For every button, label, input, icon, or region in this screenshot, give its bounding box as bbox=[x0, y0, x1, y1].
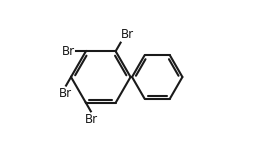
Text: Br: Br bbox=[85, 113, 98, 126]
Text: Br: Br bbox=[62, 45, 75, 58]
Text: Br: Br bbox=[59, 87, 72, 100]
Text: Br: Br bbox=[120, 28, 134, 41]
